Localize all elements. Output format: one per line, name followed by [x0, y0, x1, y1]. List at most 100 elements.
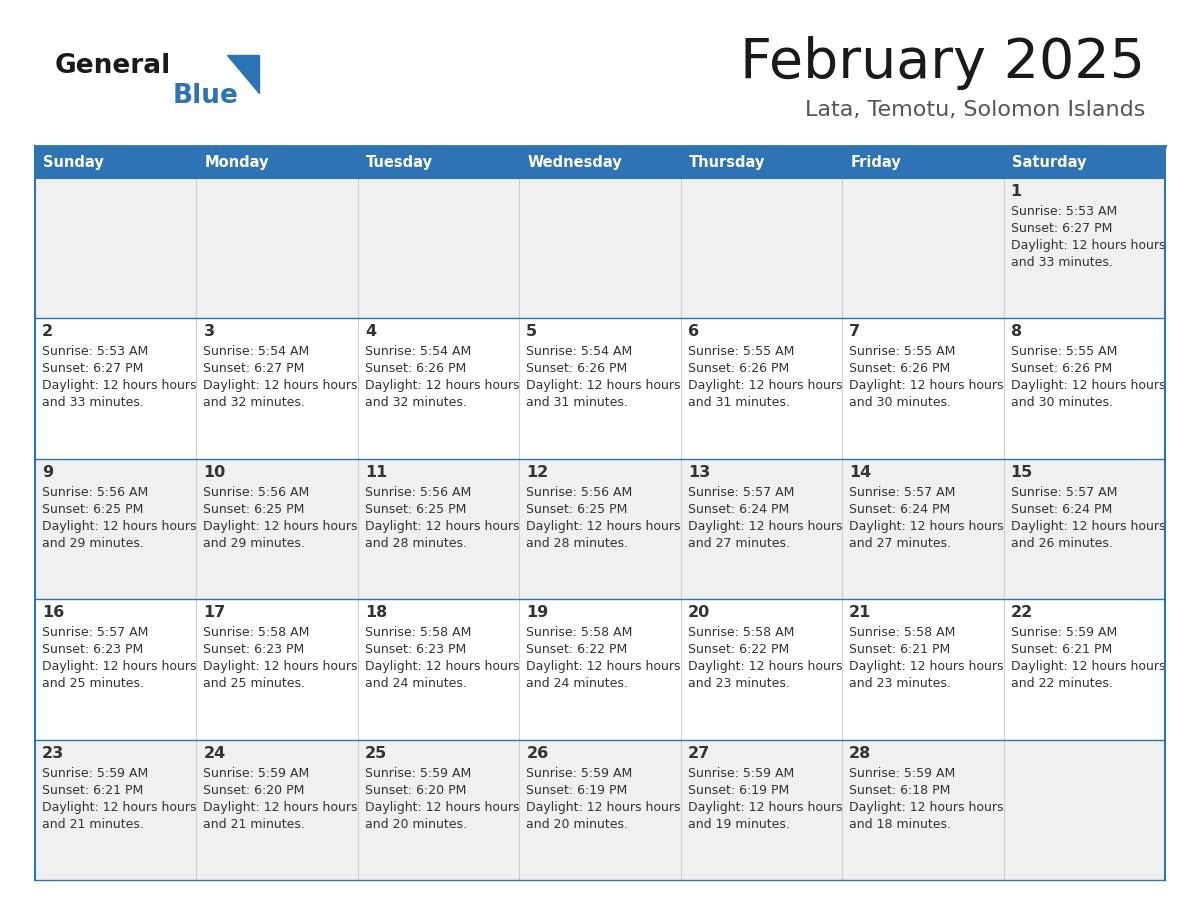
- Text: Tuesday: Tuesday: [366, 154, 432, 170]
- Text: Sunset: 6:25 PM: Sunset: 6:25 PM: [42, 503, 144, 516]
- Text: Sunrise: 5:56 AM: Sunrise: 5:56 AM: [203, 486, 310, 498]
- Text: Daylight: 12 hours hours: Daylight: 12 hours hours: [849, 660, 1004, 673]
- Text: and 23 minutes.: and 23 minutes.: [688, 677, 790, 690]
- Text: Sunset: 6:20 PM: Sunset: 6:20 PM: [365, 784, 466, 797]
- Bar: [681, 146, 842, 178]
- Text: and 26 minutes.: and 26 minutes.: [1011, 537, 1112, 550]
- Text: 25: 25: [365, 745, 387, 761]
- Text: Daylight: 12 hours hours: Daylight: 12 hours hours: [203, 379, 358, 392]
- Text: Sunrise: 5:58 AM: Sunrise: 5:58 AM: [526, 626, 633, 639]
- Text: Daylight: 12 hours hours: Daylight: 12 hours hours: [688, 660, 842, 673]
- Text: Sunset: 6:23 PM: Sunset: 6:23 PM: [42, 644, 144, 656]
- Text: Daylight: 12 hours hours: Daylight: 12 hours hours: [526, 800, 681, 813]
- Bar: [34, 459, 1165, 599]
- Text: 12: 12: [526, 465, 549, 480]
- Text: 3: 3: [203, 324, 215, 340]
- Bar: [519, 146, 681, 178]
- Text: and 32 minutes.: and 32 minutes.: [365, 397, 467, 409]
- Text: and 22 minutes.: and 22 minutes.: [1011, 677, 1112, 690]
- Text: Sunrise: 5:58 AM: Sunrise: 5:58 AM: [688, 626, 794, 639]
- Text: Sunrise: 5:59 AM: Sunrise: 5:59 AM: [849, 767, 955, 779]
- Text: Sunrise: 5:55 AM: Sunrise: 5:55 AM: [849, 345, 955, 358]
- Bar: [34, 178, 1165, 319]
- Text: 17: 17: [203, 605, 226, 621]
- Text: 26: 26: [526, 745, 549, 761]
- Text: 4: 4: [365, 324, 375, 340]
- Text: Daylight: 12 hours hours: Daylight: 12 hours hours: [365, 379, 519, 392]
- Text: Sunrise: 5:53 AM: Sunrise: 5:53 AM: [1011, 205, 1117, 218]
- Text: Sunset: 6:25 PM: Sunset: 6:25 PM: [203, 503, 305, 516]
- Text: Sunset: 6:24 PM: Sunset: 6:24 PM: [1011, 503, 1112, 516]
- Text: Wednesday: Wednesday: [527, 154, 623, 170]
- Bar: [196, 146, 358, 178]
- Text: and 21 minutes.: and 21 minutes.: [42, 818, 144, 831]
- Text: and 30 minutes.: and 30 minutes.: [849, 397, 952, 409]
- Text: 23: 23: [42, 745, 64, 761]
- Text: Sunrise: 5:56 AM: Sunrise: 5:56 AM: [365, 486, 472, 498]
- Text: 21: 21: [849, 605, 871, 621]
- Text: 19: 19: [526, 605, 549, 621]
- Text: Daylight: 12 hours hours: Daylight: 12 hours hours: [42, 660, 196, 673]
- Text: Sunset: 6:27 PM: Sunset: 6:27 PM: [42, 363, 144, 375]
- Text: and 31 minutes.: and 31 minutes.: [526, 397, 628, 409]
- Text: Sunrise: 5:54 AM: Sunrise: 5:54 AM: [365, 345, 472, 358]
- Text: Daylight: 12 hours hours: Daylight: 12 hours hours: [42, 520, 196, 532]
- Text: Daylight: 12 hours hours: Daylight: 12 hours hours: [526, 520, 681, 532]
- Text: Daylight: 12 hours hours: Daylight: 12 hours hours: [526, 379, 681, 392]
- Text: Daylight: 12 hours hours: Daylight: 12 hours hours: [203, 520, 358, 532]
- Text: Sunset: 6:26 PM: Sunset: 6:26 PM: [365, 363, 466, 375]
- Text: 6: 6: [688, 324, 699, 340]
- Text: and 28 minutes.: and 28 minutes.: [365, 537, 467, 550]
- Text: 2: 2: [42, 324, 53, 340]
- Text: Sunset: 6:27 PM: Sunset: 6:27 PM: [1011, 222, 1112, 235]
- Text: 16: 16: [42, 605, 64, 621]
- Text: Daylight: 12 hours hours: Daylight: 12 hours hours: [1011, 660, 1165, 673]
- Text: and 27 minutes.: and 27 minutes.: [849, 537, 952, 550]
- Text: Daylight: 12 hours hours: Daylight: 12 hours hours: [1011, 379, 1165, 392]
- Text: 1: 1: [1011, 184, 1022, 199]
- Text: Daylight: 12 hours hours: Daylight: 12 hours hours: [42, 379, 196, 392]
- Text: Sunrise: 5:59 AM: Sunrise: 5:59 AM: [526, 767, 632, 779]
- Text: and 32 minutes.: and 32 minutes.: [203, 397, 305, 409]
- Text: and 20 minutes.: and 20 minutes.: [365, 818, 467, 831]
- Bar: [34, 319, 1165, 459]
- Text: Sunset: 6:26 PM: Sunset: 6:26 PM: [688, 363, 789, 375]
- Text: 24: 24: [203, 745, 226, 761]
- Text: and 20 minutes.: and 20 minutes.: [526, 818, 628, 831]
- Text: Sunrise: 5:55 AM: Sunrise: 5:55 AM: [688, 345, 794, 358]
- Bar: [358, 146, 519, 178]
- Text: 11: 11: [365, 465, 387, 480]
- Text: Sunrise: 5:56 AM: Sunrise: 5:56 AM: [42, 486, 148, 498]
- Text: and 30 minutes.: and 30 minutes.: [1011, 397, 1113, 409]
- Text: Sunset: 6:23 PM: Sunset: 6:23 PM: [203, 644, 304, 656]
- Text: 14: 14: [849, 465, 871, 480]
- Bar: [34, 740, 1165, 880]
- Text: Daylight: 12 hours hours: Daylight: 12 hours hours: [688, 800, 842, 813]
- Text: Daylight: 12 hours hours: Daylight: 12 hours hours: [365, 800, 519, 813]
- Text: Daylight: 12 hours hours: Daylight: 12 hours hours: [1011, 239, 1165, 252]
- Text: Sunrise: 5:54 AM: Sunrise: 5:54 AM: [203, 345, 310, 358]
- Text: Thursday: Thursday: [689, 154, 765, 170]
- Text: Sunset: 6:20 PM: Sunset: 6:20 PM: [203, 784, 305, 797]
- Text: Sunrise: 5:57 AM: Sunrise: 5:57 AM: [849, 486, 955, 498]
- Text: Sunset: 6:25 PM: Sunset: 6:25 PM: [365, 503, 466, 516]
- Text: Sunrise: 5:56 AM: Sunrise: 5:56 AM: [526, 486, 632, 498]
- Text: Sunset: 6:26 PM: Sunset: 6:26 PM: [849, 363, 950, 375]
- Text: Sunset: 6:24 PM: Sunset: 6:24 PM: [688, 503, 789, 516]
- Text: Daylight: 12 hours hours: Daylight: 12 hours hours: [1011, 520, 1165, 532]
- Polygon shape: [227, 55, 259, 93]
- Text: Sunset: 6:21 PM: Sunset: 6:21 PM: [849, 644, 950, 656]
- Text: Daylight: 12 hours hours: Daylight: 12 hours hours: [688, 379, 842, 392]
- Text: Lata, Temotu, Solomon Islands: Lata, Temotu, Solomon Islands: [804, 100, 1145, 120]
- Text: 8: 8: [1011, 324, 1022, 340]
- Text: Blue: Blue: [173, 83, 239, 109]
- Text: 18: 18: [365, 605, 387, 621]
- Text: Sunrise: 5:53 AM: Sunrise: 5:53 AM: [42, 345, 148, 358]
- Bar: [34, 146, 196, 178]
- Text: Sunset: 6:21 PM: Sunset: 6:21 PM: [1011, 644, 1112, 656]
- Text: Sunset: 6:21 PM: Sunset: 6:21 PM: [42, 784, 144, 797]
- Text: February 2025: February 2025: [740, 36, 1145, 90]
- Text: Sunrise: 5:59 AM: Sunrise: 5:59 AM: [688, 767, 794, 779]
- Bar: [1004, 146, 1165, 178]
- Text: Sunrise: 5:59 AM: Sunrise: 5:59 AM: [42, 767, 148, 779]
